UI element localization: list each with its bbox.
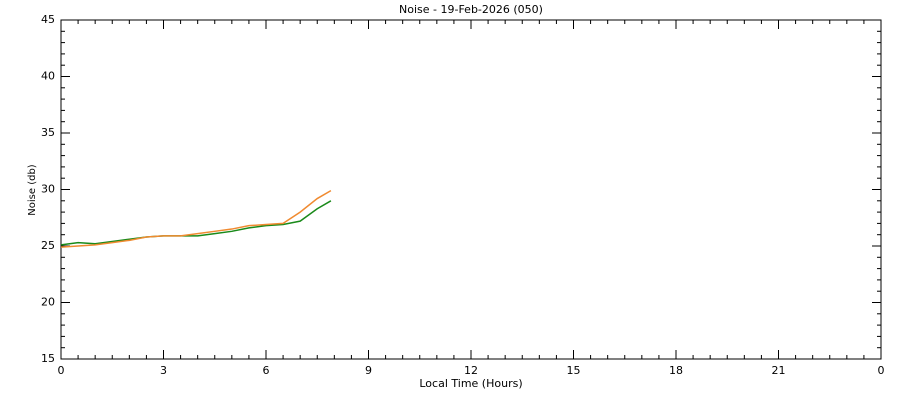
x-tick-label: 18 [669,364,683,377]
x-tick-label: 15 [567,364,581,377]
x-axis-label: Local Time (Hours) [419,377,522,390]
y-tick-label: 35 [41,126,55,139]
x-tick-label: 0 [878,364,885,377]
y-axis-label: Noise (db) [27,164,38,216]
y-tick-label: 40 [41,70,55,83]
y-tick-label: 45 [41,13,55,26]
y-tick-label: 15 [41,352,55,365]
x-tick-label: 12 [464,364,478,377]
x-tick-label: 6 [263,364,270,377]
x-tick-label: 21 [772,364,786,377]
y-tick-label: 20 [41,296,55,309]
y-tick-label: 30 [41,183,55,196]
x-tick-label: 3 [160,364,167,377]
plot-frame [60,19,882,360]
data-line [60,189,332,248]
x-tick-label: 9 [365,364,372,377]
y-tick-label: 25 [41,239,55,252]
chart-title: Noise - 19-Feb-2026 (050) [399,3,543,16]
x-tick-label: 0 [58,364,65,377]
data-line [60,200,332,246]
